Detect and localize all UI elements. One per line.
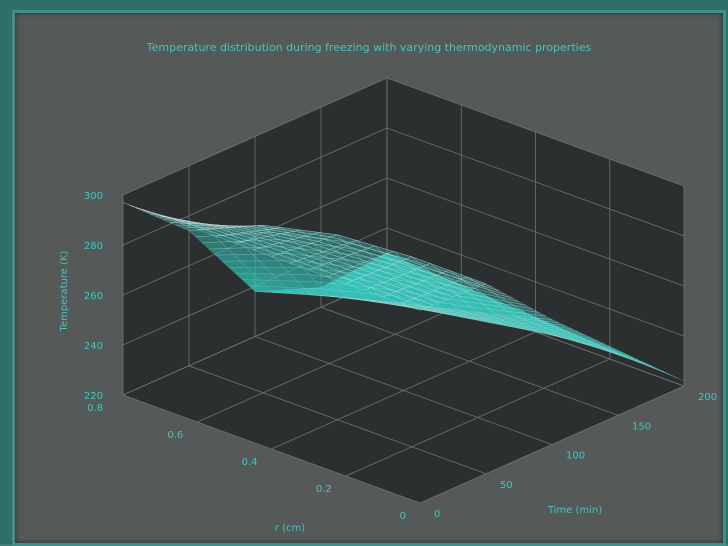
y-tick-label: 200 [698,392,717,403]
y-tick-label: 50 [500,480,513,491]
y-tick-label: 150 [632,421,651,432]
surface-plot: 220 240 260 280 300 0 0.2 0.4 0.6 0.8 0 50 100 150 200… [59,41,717,534]
y-tick-label: 0 [434,509,440,520]
x-tick-label: 0 [400,511,406,522]
grid-line-temperature [122,177,685,296]
z-tick-label: 300 [84,191,103,202]
z-tick-label: 280 [84,241,103,252]
z-axis-label: Temperature (K) [59,250,70,332]
x-tick-label: 0.2 [316,484,332,495]
temperature-surface [122,202,685,382]
x-tick-label: 0.6 [167,430,183,441]
x-tick-label: 0.8 [87,403,103,414]
surface-cell [122,202,149,212]
tick-labels: 220 240 260 280 300 0 0.2 0.4 0.6 0.8 0 50 100 150 200 [84,191,717,522]
y-axis-label: Time (min) [547,505,602,516]
grid-line-temperature [122,127,685,246]
grid-line-temperature [122,227,685,346]
grid-line-temperature [122,77,685,196]
x-tick-label: 0.4 [242,457,258,468]
plot-panel: 220 240 260 280 300 0 0.2 0.4 0.6 0.8 0 50 100 150 200… [12,10,726,546]
y-tick-label: 100 [566,451,585,462]
z-tick-label: 220 [84,391,103,402]
x-axis-label: r (cm) [275,523,305,534]
chart-title: Temperature distribution during freezing… [146,41,592,54]
z-tick-label: 260 [84,291,103,302]
z-tick-label: 240 [84,341,103,352]
